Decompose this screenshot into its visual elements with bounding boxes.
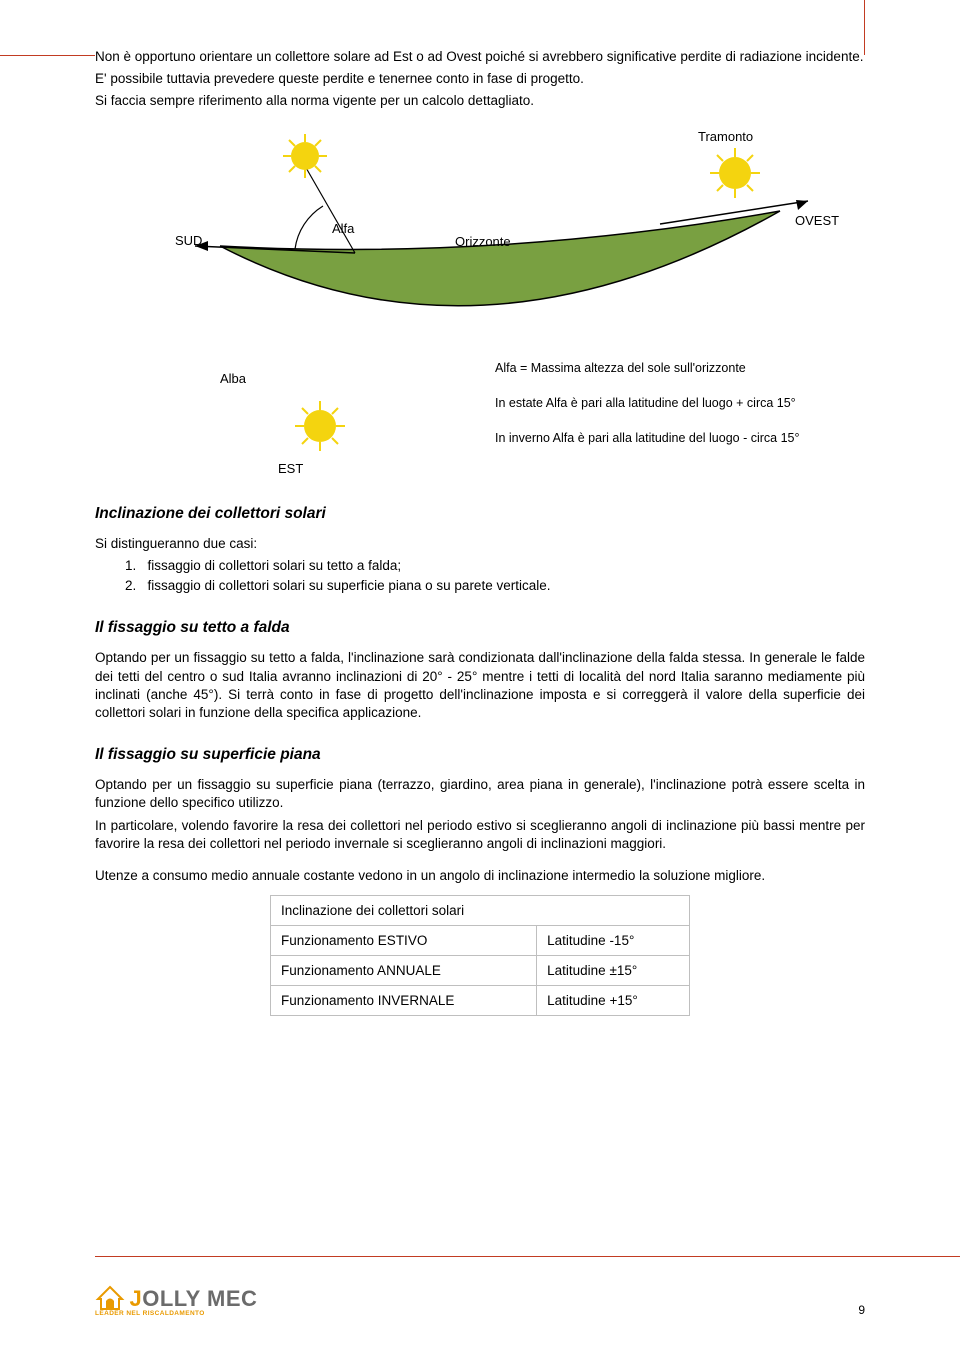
rule-top-right bbox=[864, 0, 865, 55]
list-text: fissaggio di collettori solari su superf… bbox=[148, 578, 551, 593]
list-text: fissaggio di collettori solari su tetto … bbox=[148, 558, 402, 573]
intro-p2: E' possibile tuttavia prevedere queste p… bbox=[95, 70, 865, 88]
intro-p3: Si faccia sempre riferimento alla norma … bbox=[95, 92, 865, 110]
sec1-lead: Si distingueranno due casi: bbox=[95, 535, 865, 553]
table-row: Inclinazione dei collettori solari bbox=[271, 896, 690, 926]
diagram-svg bbox=[100, 121, 860, 481]
table-row: Funzionamento INVERNALE Latitudine +15° bbox=[271, 986, 690, 1016]
label-note3: In inverno Alfa è pari alla latitudine d… bbox=[495, 431, 800, 445]
intro-p1: Non è opportuno orientare un collettore … bbox=[95, 48, 865, 66]
list-item: 2. fissaggio di collettori solari su sup… bbox=[125, 577, 865, 595]
table-cell: Latitudine ±15° bbox=[537, 956, 690, 986]
table-row: Funzionamento ANNUALE Latitudine ±15° bbox=[271, 956, 690, 986]
heading-inclinazione: Inclinazione dei collettori solari bbox=[95, 505, 865, 523]
table-cell: Latitudine +15° bbox=[537, 986, 690, 1016]
label-alba: Alba bbox=[220, 371, 246, 386]
table-cell: Funzionamento ESTIVO bbox=[271, 926, 537, 956]
heading-falda: Il fissaggio su tetto a falda bbox=[95, 619, 865, 637]
table-cell: Latitudine -15° bbox=[537, 926, 690, 956]
label-alfa: Alfa bbox=[332, 221, 354, 236]
label-note1: Alfa = Massima altezza del sole sull'ori… bbox=[495, 361, 746, 375]
inclination-table: Inclinazione dei collettori solari Funzi… bbox=[270, 895, 690, 1016]
inclination-table-wrap: Inclinazione dei collettori solari Funzi… bbox=[270, 895, 690, 1016]
table-cell: Funzionamento ANNUALE bbox=[271, 956, 537, 986]
page-number: 9 bbox=[858, 1303, 865, 1317]
sec2-p: Optando per un fissaggio su tetto a fald… bbox=[95, 649, 865, 722]
heading-piana: Il fissaggio su superficie piana bbox=[95, 746, 865, 764]
rule-bottom bbox=[95, 1256, 960, 1257]
house-icon bbox=[95, 1284, 125, 1312]
label-note2: In estate Alfa è pari alla latitudine de… bbox=[495, 396, 796, 410]
page: Non è opportuno orientare un collettore … bbox=[0, 0, 960, 1347]
table-cell: Funzionamento INVERNALE bbox=[271, 986, 537, 1016]
azimuth-diagram: SUD Alfa Orizzonte Tramonto OVEST Alba E… bbox=[100, 121, 860, 481]
list-item: 1. fissaggio di collettori solari su tet… bbox=[125, 557, 865, 575]
sec3-p3: Utenze a consumo medio annuale costante … bbox=[95, 867, 865, 885]
sec1-list: 1. fissaggio di collettori solari su tet… bbox=[125, 557, 865, 595]
rule-top bbox=[0, 55, 95, 56]
logo: JOLLY MEC LEADER NEL RISCALDAMENTO bbox=[95, 1284, 257, 1317]
table-row: Funzionamento ESTIVO Latitudine -15° bbox=[271, 926, 690, 956]
logo-j: J bbox=[129, 1286, 142, 1311]
label-tramonto: Tramonto bbox=[698, 129, 753, 144]
table-title-cell: Inclinazione dei collettori solari bbox=[271, 896, 690, 926]
label-sud: SUD bbox=[175, 233, 202, 248]
sec3-p2: In particolare, volendo favorire la resa… bbox=[95, 817, 865, 853]
sec3-p1: Optando per un fissaggio su superficie p… bbox=[95, 776, 865, 812]
logo-sub: LEADER NEL RISCALDAMENTO bbox=[95, 1310, 257, 1317]
footer: JOLLY MEC LEADER NEL RISCALDAMENTO 9 bbox=[95, 1267, 865, 1317]
label-est: EST bbox=[278, 461, 303, 476]
label-orizzonte: Orizzonte bbox=[455, 234, 511, 249]
logo-rest: OLLY MEC bbox=[142, 1286, 257, 1311]
label-ovest: OVEST bbox=[795, 213, 839, 228]
